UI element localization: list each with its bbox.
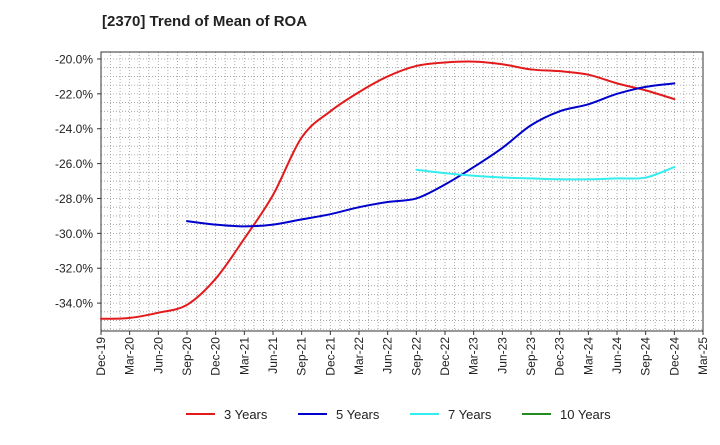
- legend-label: 3 Years: [224, 407, 268, 422]
- y-tick-label: -26.0%: [55, 157, 93, 171]
- x-tick-label: Mar-21: [237, 337, 251, 375]
- x-tick-label: Sep-21: [295, 337, 309, 376]
- x-tick-label: Sep-24: [639, 337, 653, 376]
- x-tick-label: Mar-23: [467, 337, 481, 375]
- x-tick-label: Dec-19: [94, 337, 108, 376]
- y-tick-label: -22.0%: [55, 87, 93, 101]
- x-tick-label: Mar-20: [123, 337, 137, 375]
- plot-frame: [100, 51, 704, 332]
- x-tick-label: Mar-22: [352, 337, 366, 375]
- x-tick-label: Dec-24: [667, 337, 681, 376]
- chart-title: [2370] Trend of Mean of ROA: [102, 13, 308, 30]
- x-tick-label: Dec-21: [323, 337, 337, 376]
- x-tick-label: Jun-24: [610, 337, 624, 374]
- x-tick-label: Dec-22: [438, 337, 452, 376]
- axis-layer: -20.0% -22.0% -24.0% -26.0% -28.0% -30.0% -32.…: [55, 51, 710, 376]
- legend-label: 5 Years: [336, 407, 380, 422]
- series-layer: [100, 60, 676, 320]
- x-tick-label: Jun-23: [495, 337, 509, 374]
- x-tick-label: Jun-21: [266, 337, 280, 374]
- series-line-5-years: [186, 82, 676, 228]
- series-line-7-years: [415, 166, 676, 181]
- x-tick-label: Sep-23: [524, 337, 538, 376]
- y-tick-label: -30.0%: [55, 227, 93, 241]
- x-tick-label: Sep-22: [409, 337, 423, 376]
- legend-item-10-years: 10 Years: [522, 407, 611, 422]
- x-tick-label: Mar-24: [581, 337, 595, 375]
- x-tick-label: Dec-23: [553, 337, 567, 376]
- y-tick-label: -32.0%: [55, 262, 93, 276]
- legend-item-7-years: 7 Years: [410, 407, 492, 422]
- series-line-3-years: [100, 60, 676, 320]
- y-tick-label: -20.0%: [55, 52, 93, 66]
- legend-item-5-years: 5 Years: [298, 407, 380, 422]
- y-tick-label: -24.0%: [55, 122, 93, 136]
- legend-item-3-years: 3 Years: [186, 407, 268, 422]
- legend: 3 Years 5 Years 7 Years 10 Years: [186, 407, 611, 422]
- y-tick-label: -34.0%: [55, 297, 93, 311]
- grid-layer: [101, 52, 703, 331]
- legend-label: 7 Years: [448, 407, 492, 422]
- x-tick-label: Mar-25: [696, 337, 710, 375]
- y-tick-label: -28.0%: [55, 192, 93, 206]
- legend-label: 10 Years: [560, 407, 611, 422]
- x-tick-label: Jun-22: [381, 337, 395, 374]
- x-tick-label: Dec-20: [209, 337, 223, 376]
- x-tick-label: Sep-20: [180, 337, 194, 376]
- x-tick-label: Jun-20: [151, 337, 165, 374]
